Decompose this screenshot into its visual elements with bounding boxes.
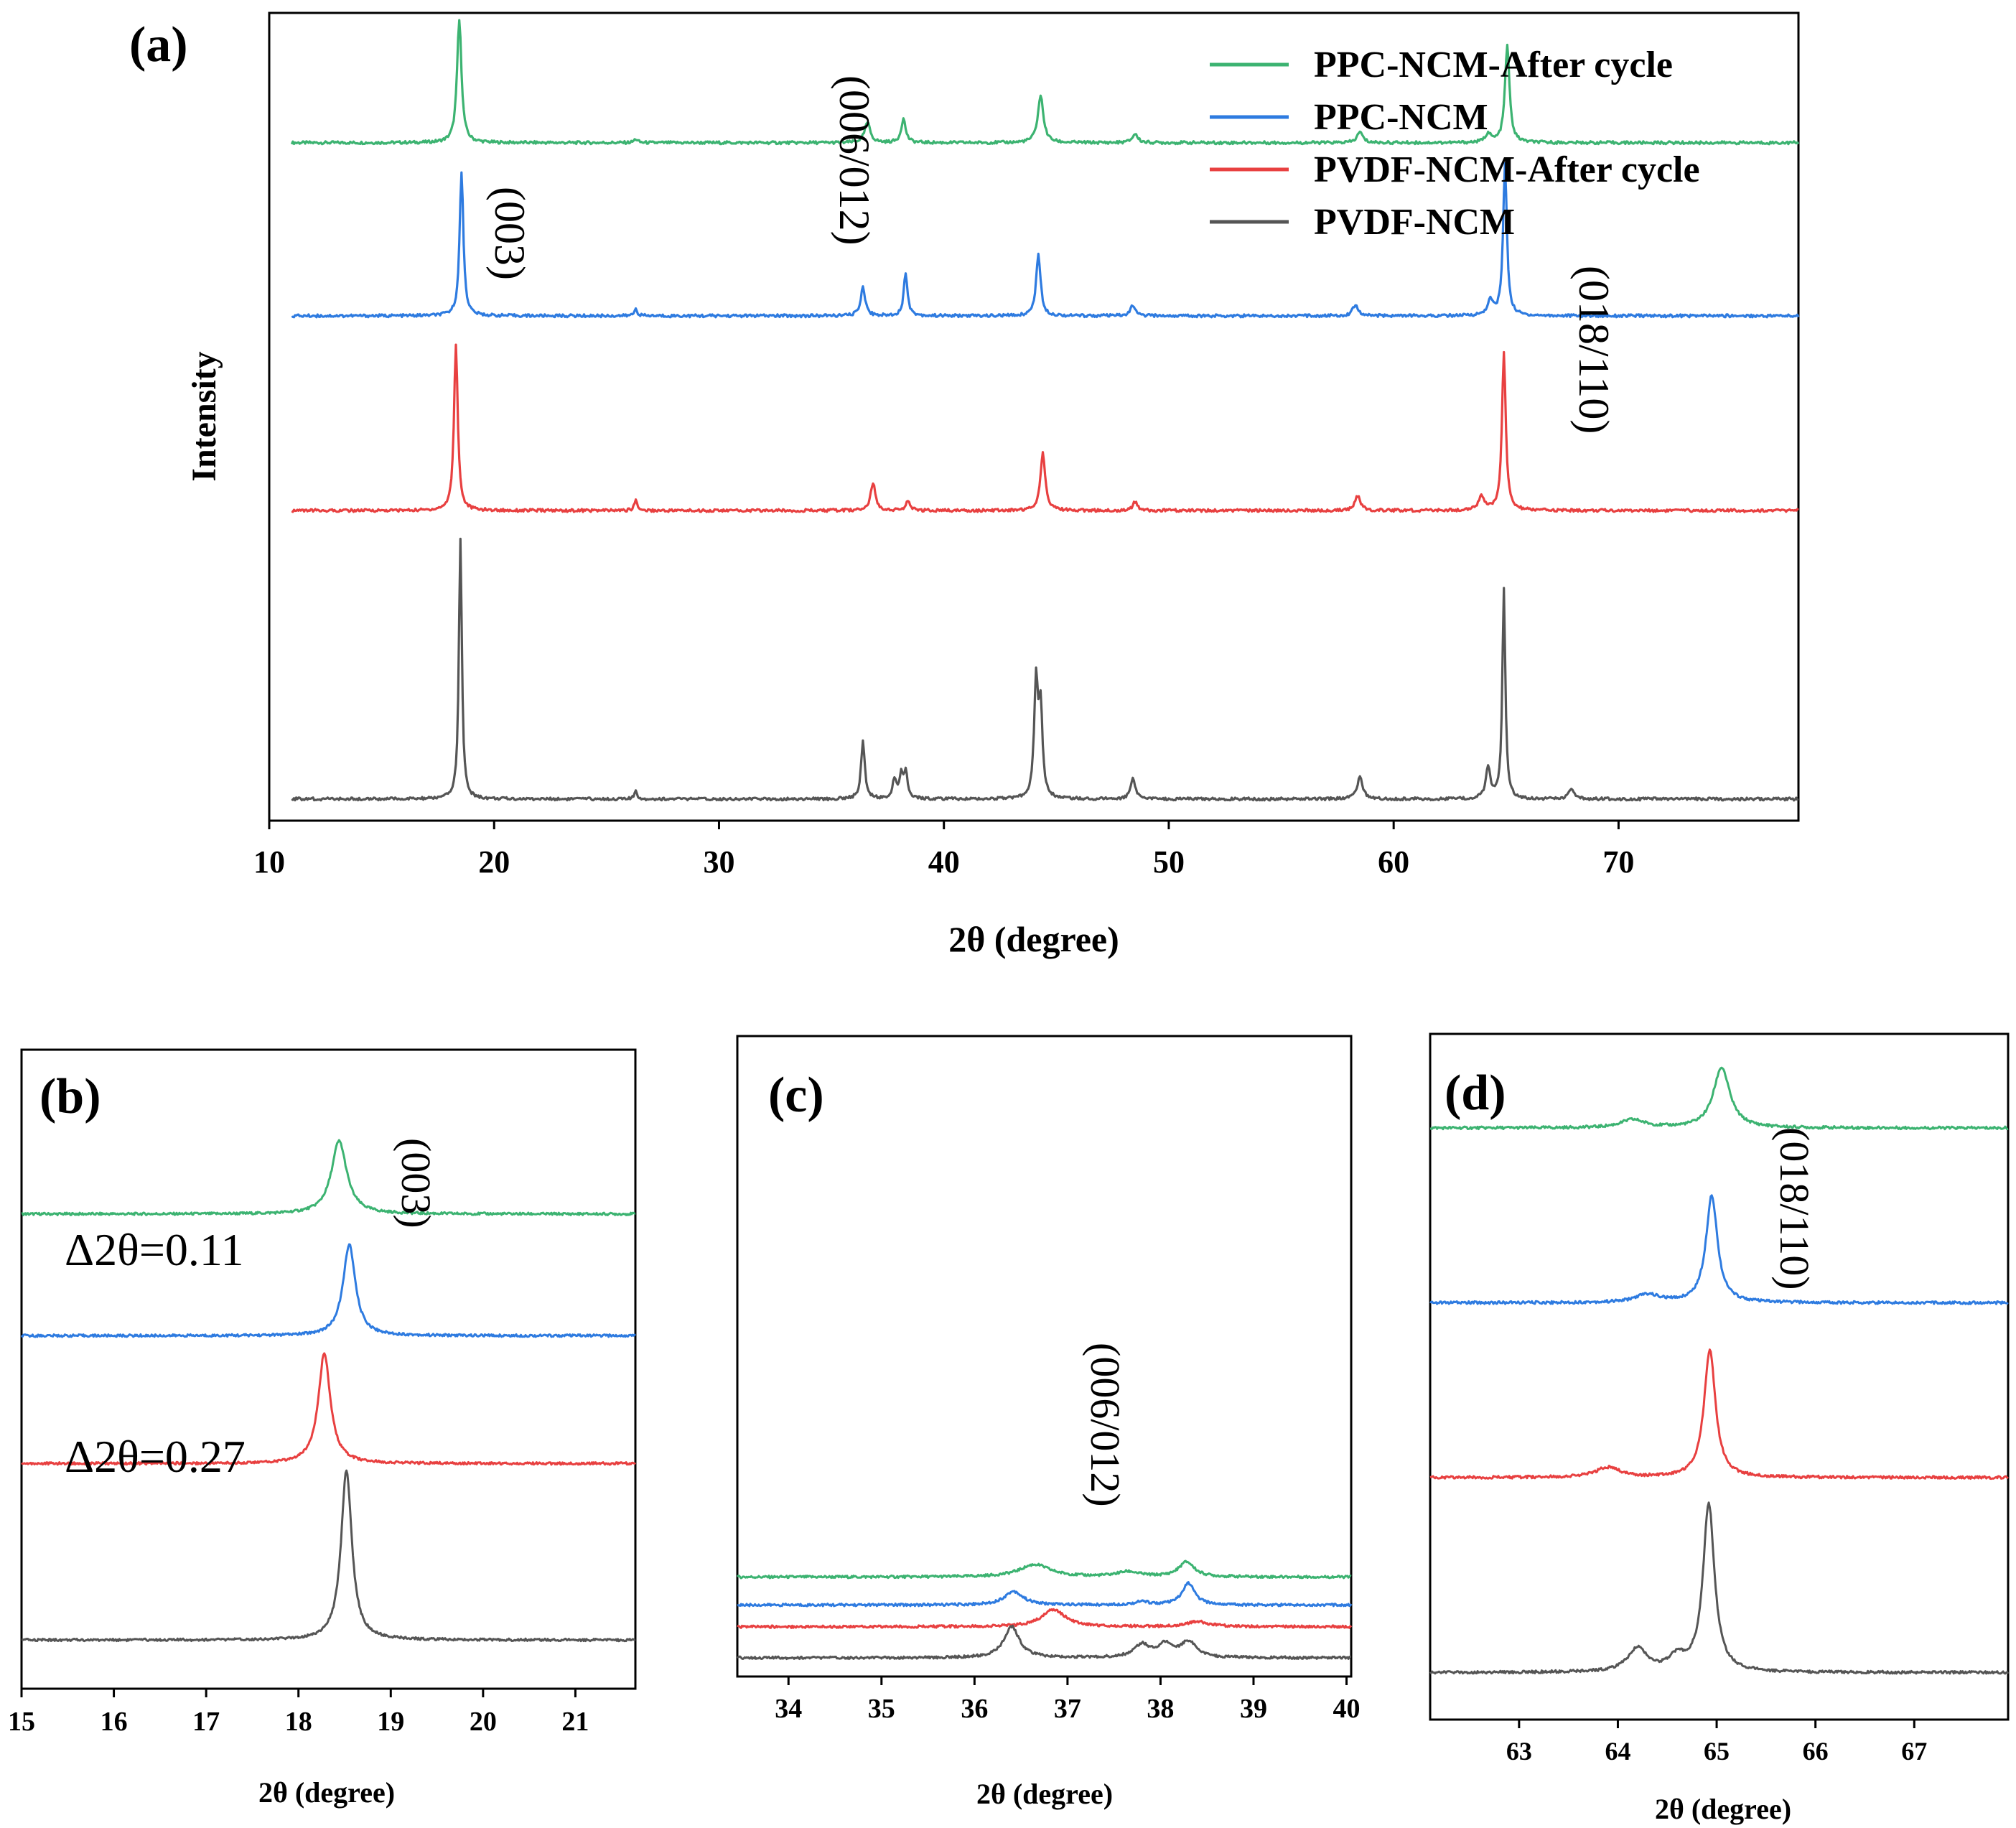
panel-c-peak-006-012: (006/012) (1082, 1343, 1129, 1507)
panel-d-xlabel: 2θ (degree) (1655, 1793, 1791, 1825)
panel-b-xtick-label-21: 21 (561, 1707, 589, 1737)
legend-label-ppc-after: PPC-NCM-After cycle (1314, 45, 1673, 85)
panel-d-series-pvdf-ncm (1429, 1501, 2010, 1675)
panel-c-xtick-label-34: 34 (775, 1694, 802, 1724)
panel-d-series-ppc-ncm (1429, 1194, 2009, 1305)
panel-a-xtick-label-10: 10 (253, 844, 285, 880)
panel-a: (a) 2θ (degree) Intensity 10 20 30 40 50 60 70… (129, 11, 1800, 959)
panel-a-peak-018-110: (018/110) (1570, 266, 1618, 434)
panel-d-xtick-label-63: 63 (1506, 1737, 1532, 1766)
panel-a-label: (a) (129, 17, 188, 73)
panel-b: (b) 2θ (degree) 15 16 17 18 19 20 21 (003) Δ2θ… (8, 1048, 637, 1809)
panel-a-series-pvdf-ncm (291, 537, 1799, 802)
panel-c-xtick-label-35: 35 (868, 1694, 895, 1724)
panel-a-peak-006-012: (006/012) (831, 75, 878, 246)
panel-b-xtick-label-20: 20 (470, 1707, 497, 1737)
panel-d-xtick-label-66: 66 (1803, 1737, 1829, 1766)
panel-c-series-pvdf-ncm (737, 1624, 1352, 1661)
panel-b-xlabel: 2θ (degree) (258, 1776, 395, 1809)
panel-c-series-pvdf-ncm-after-cycle (737, 1608, 1353, 1629)
panel-a-xlabel: 2θ (degree) (948, 919, 1119, 959)
panel-b-shift-pvdf: Δ2θ=0.27 (65, 1431, 246, 1482)
panel-b-series-pvdf-ncm (21, 1469, 636, 1643)
panel-a-xtick-label-60: 60 (1378, 844, 1409, 880)
panel-c-series-ppc-ncm (737, 1581, 1353, 1608)
panel-c-xtick-label-40: 40 (1333, 1694, 1361, 1724)
panel-b-xtick-label-18: 18 (285, 1707, 312, 1737)
panel-c-label: (c) (768, 1068, 824, 1123)
panel-c-xtick-label-36: 36 (961, 1694, 988, 1724)
panel-a-ylabel: Intensity (185, 351, 223, 481)
panel-d-xtick-label-67: 67 (1901, 1737, 1927, 1766)
panel-a-peak-003: (003) (486, 187, 533, 280)
panel-a-xtick-label-20: 20 (478, 844, 510, 880)
panel-c-frame (736, 1035, 1353, 1678)
panel-a-series-ppc-ncm-after-cycle (290, 19, 1800, 146)
panel-a-series-pvdf-ncm-after-cycle (291, 343, 1799, 513)
panel-a-frame (268, 11, 1800, 822)
legend-label-pvdf-after: PVDF-NCM-After cycle (1314, 149, 1700, 190)
panel-a-xtick-label-50: 50 (1153, 844, 1185, 880)
panel-d: (d) 2θ (degree) 63 64 65 66 67 (018/110) (1429, 1032, 2010, 1825)
panel-d-series-ppc-ncm-after-cycle (1429, 1066, 2009, 1131)
panel-b-peak-003: (003) (393, 1138, 439, 1228)
panel-b-series-ppc-ncm (20, 1243, 637, 1338)
legend-label-ppc: PPC-NCM (1314, 97, 1488, 138)
panel-c-xtick-label-38: 38 (1147, 1694, 1174, 1724)
panel-b-shift-ppc: Δ2θ=0.11 (65, 1224, 244, 1275)
panel-d-peak-018-110: (018/110) (1771, 1127, 1818, 1290)
panel-a-series-ppc-ncm (291, 162, 1800, 319)
panel-c-xtick-label-39: 39 (1240, 1694, 1267, 1724)
panel-d-frame (1429, 1032, 2010, 1721)
panel-b-xtick-label-17: 17 (192, 1707, 220, 1737)
panel-d-xtick-label-65: 65 (1704, 1737, 1730, 1766)
panel-c: (c) 2θ (degree) 34 35 36 37 38 39 40 (006/012) (736, 1035, 1361, 1810)
panel-d-series-pvdf-ncm-after-cycle (1429, 1348, 2009, 1480)
panel-a-xtick-label-40: 40 (928, 844, 960, 880)
legend-label-pvdf: PVDF-NCM (1314, 202, 1515, 243)
panel-b-frame (20, 1048, 637, 1690)
panel-a-xtick-label-70: 70 (1602, 844, 1634, 880)
panel-a-xtick-label-30: 30 (703, 844, 734, 880)
panel-b-label: (b) (39, 1069, 101, 1124)
panel-b-series-pvdf-ncm-after-cycle (21, 1352, 637, 1466)
panel-d-xtick-label-64: 64 (1605, 1737, 1630, 1766)
panel-b-series-ppc-ncm-after-cycle (21, 1139, 636, 1216)
panel-b-xtick-label-15: 15 (8, 1707, 35, 1737)
panel-d-label: (d) (1445, 1065, 1506, 1121)
panel-c-xtick-label-37: 37 (1054, 1694, 1081, 1724)
panel-c-series-ppc-ncm-after-cycle (736, 1559, 1352, 1580)
panel-b-xtick-label-19: 19 (377, 1707, 404, 1737)
panel-b-xtick-label-16: 16 (101, 1707, 128, 1737)
panel-c-xlabel: 2θ (degree) (976, 1778, 1113, 1810)
legend: PPC-NCM-After cycle PPC-NCM PVDF-NCM-Aft… (1210, 45, 1700, 243)
